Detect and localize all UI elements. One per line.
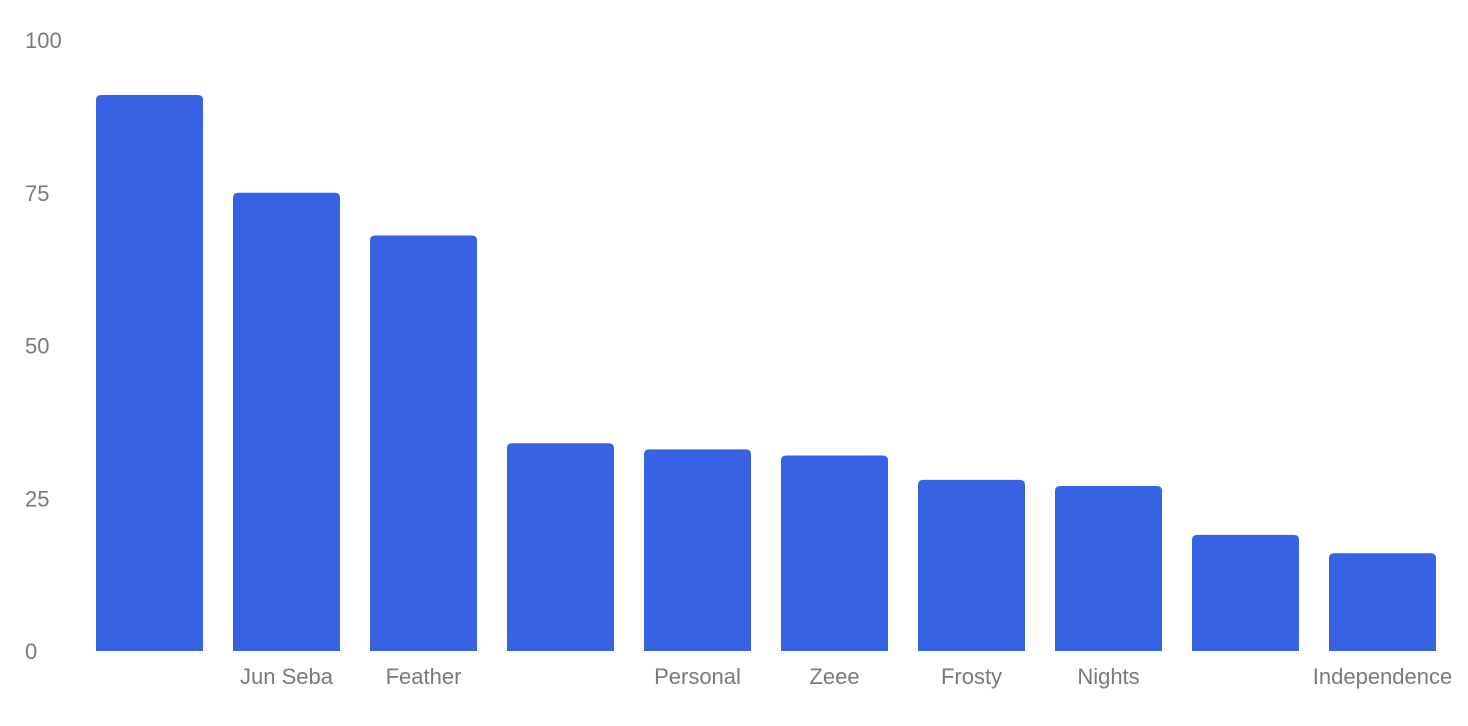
bar: [507, 443, 614, 651]
x-tick-label: Jun Seba: [240, 664, 334, 689]
y-tick-label: 50: [25, 334, 49, 359]
bar: [370, 235, 477, 651]
x-tick-label: Feather: [386, 664, 462, 689]
y-tick-label: 100: [25, 28, 62, 53]
x-tick-label: Personal: [654, 664, 741, 689]
bar: [781, 455, 888, 651]
x-tick-label: Nights: [1077, 664, 1139, 689]
y-tick-label: 0: [25, 639, 37, 664]
x-tick-label: Frosty: [941, 664, 1002, 689]
x-axis: Jun Seba Feather Personal Zeee Frosty Nights I…: [240, 664, 1452, 689]
bar: [1055, 486, 1162, 651]
bar: [918, 479, 1025, 651]
bar: [1192, 534, 1299, 651]
bars: [96, 94, 1436, 652]
bar: [644, 449, 751, 651]
y-tick-label: 25: [25, 486, 49, 511]
x-tick-label: Zeee: [809, 664, 859, 689]
bar: [1329, 553, 1436, 651]
x-tick-label: Independence: [1313, 664, 1452, 689]
y-tick-label: 75: [25, 181, 49, 206]
y-axis: 0 25 50 75 100: [25, 28, 62, 664]
bar: [233, 192, 340, 651]
bar: [96, 94, 203, 652]
